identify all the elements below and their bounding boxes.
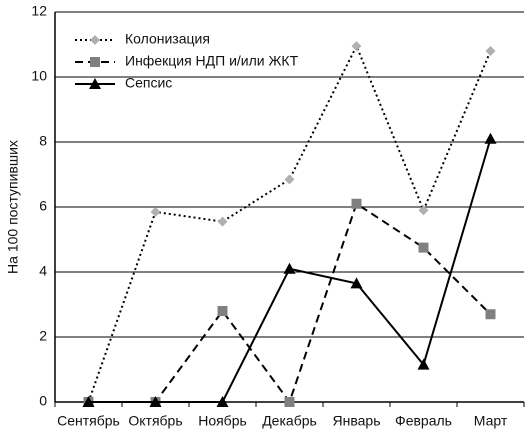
y-tick-label: 8 <box>39 133 47 149</box>
marker <box>216 396 229 407</box>
legend-marker <box>90 35 100 45</box>
marker <box>351 198 362 209</box>
line <box>88 202 492 405</box>
legend-label: Колонизация <box>125 31 210 47</box>
legend-label: Сепсис <box>125 75 172 91</box>
x-tick-label: Январь <box>333 413 381 429</box>
marker <box>485 309 496 320</box>
marker <box>283 262 296 274</box>
y-tick-label: 12 <box>31 3 47 19</box>
x-tick-label: Ноябрь <box>198 413 247 429</box>
marker <box>217 216 228 227</box>
x-tick-label: Сентябрь <box>57 413 120 429</box>
marker <box>350 277 363 289</box>
marker <box>485 46 496 56</box>
legend-marker <box>90 57 100 67</box>
y-tick-label: 10 <box>31 68 47 84</box>
y-axis-label: На 100 поступивших <box>5 140 21 274</box>
y-tick-label: 0 <box>39 393 47 409</box>
y-tick-label: 2 <box>39 328 47 344</box>
legend-marker <box>89 78 101 89</box>
marker <box>217 306 228 316</box>
marker <box>82 396 95 407</box>
y-tick-label: 6 <box>39 198 47 214</box>
marker <box>284 174 295 185</box>
line <box>87 43 492 403</box>
legend-label: Инфекция НДП и/или ЖКТ <box>125 53 299 69</box>
x-tick-label: Март <box>474 413 508 429</box>
x-tick-label: Октябрь <box>128 413 182 429</box>
marker <box>149 396 162 407</box>
marker <box>418 242 429 253</box>
marker <box>351 41 362 52</box>
marker <box>150 206 161 217</box>
y-tick-label: 4 <box>39 263 47 279</box>
x-tick-label: Декабрь <box>262 413 317 429</box>
marker <box>417 358 430 370</box>
marker <box>418 205 429 216</box>
x-tick-label: Февраль <box>395 413 452 429</box>
marker <box>284 397 295 407</box>
marker <box>484 132 497 144</box>
